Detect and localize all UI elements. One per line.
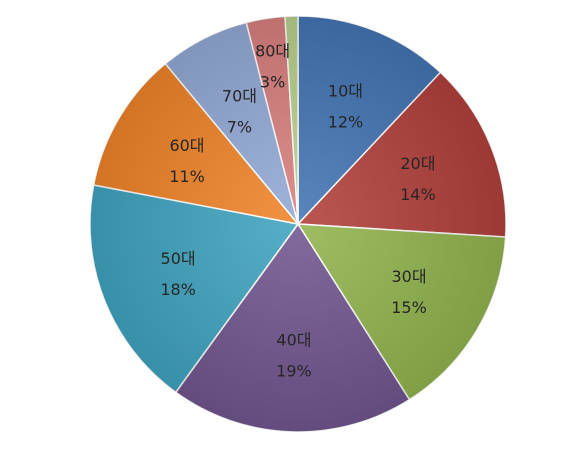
- slice-value-label: 3%: [260, 72, 285, 91]
- slice-value-label: 11%: [169, 167, 205, 186]
- slice-value-label: 15%: [391, 298, 427, 317]
- slice-category: 70대: [222, 87, 257, 106]
- slice-value-label: 19%: [276, 361, 312, 380]
- slice-category: 10대: [328, 82, 363, 101]
- slice-category: 80대: [255, 41, 290, 60]
- slice-value-label: 18%: [160, 280, 196, 299]
- slice-value-label: 12%: [328, 113, 364, 132]
- slice-value-label: 7%: [227, 118, 252, 137]
- slice-category: 50대: [161, 249, 196, 268]
- slice-category: 20대: [400, 154, 435, 173]
- slice-value-label: 14%: [400, 185, 436, 204]
- slice-category: 40대: [276, 330, 311, 349]
- slice-category: 30대: [391, 267, 426, 286]
- slice-category: 60대: [169, 136, 204, 155]
